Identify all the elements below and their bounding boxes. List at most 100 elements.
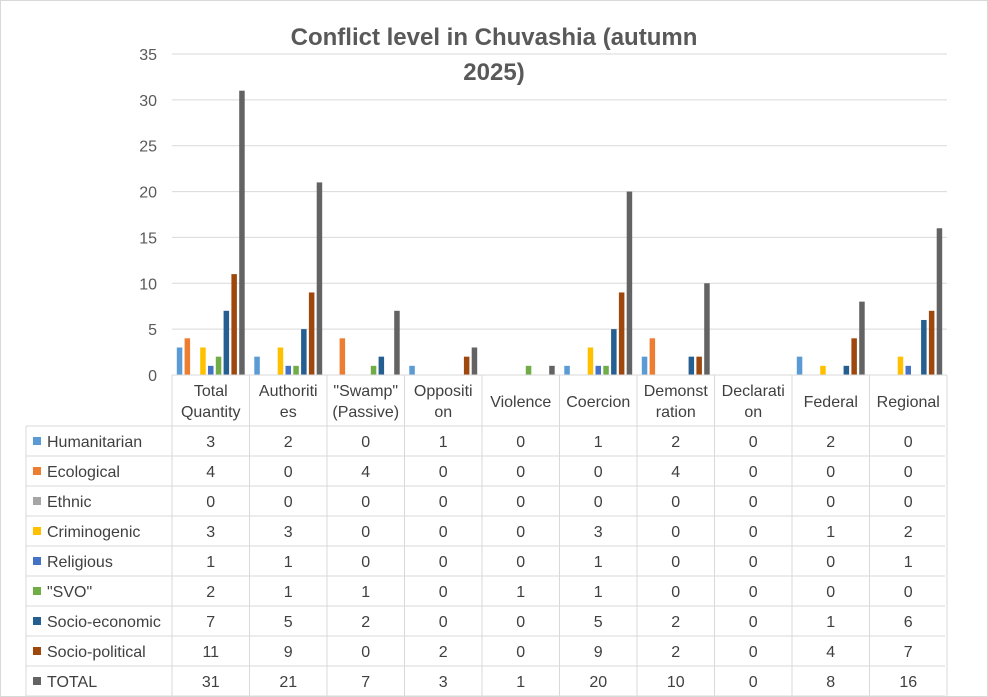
table-cell-value: 2: [671, 434, 680, 451]
bar: [618, 292, 625, 375]
table-cell-value: 7: [361, 674, 370, 691]
bar: [704, 283, 710, 375]
table-cell-value: 2: [671, 614, 680, 631]
bar: [215, 356, 222, 375]
table-cell-value: 0: [516, 434, 525, 451]
bar: [223, 310, 230, 375]
table-cell-value: 0: [361, 554, 370, 571]
bar: [796, 356, 803, 375]
legend-key: [33, 587, 41, 595]
table-cell-value: 1: [594, 584, 603, 601]
table-cell-value: 20: [589, 674, 607, 691]
table-cell-value: 0: [749, 584, 758, 601]
x-category-label: "Swamp": [333, 383, 398, 400]
table-cell-value: 0: [439, 614, 448, 631]
bar: [936, 228, 943, 375]
y-tick-label: 15: [139, 230, 157, 247]
table-cell-value: 0: [516, 554, 525, 571]
chart-title-line-2: 2025): [463, 59, 524, 86]
legend-key: [33, 647, 41, 655]
x-category-label: (Passive): [332, 404, 399, 421]
table-cell-value: 0: [749, 494, 758, 511]
legend-key: [33, 527, 41, 535]
table-cell-value: 31: [202, 674, 220, 691]
table-cell-value: 0: [749, 464, 758, 481]
bar: [184, 338, 191, 375]
table-cell-value: 0: [361, 494, 370, 511]
table-cell-value: 3: [594, 524, 603, 541]
table-cell-value: 2: [361, 614, 370, 631]
table-cell-value: 0: [439, 464, 448, 481]
bar: [897, 356, 904, 375]
y-tick-label: 10: [139, 276, 157, 293]
table-cell-value: 4: [826, 644, 835, 661]
table-cell-value: 0: [904, 434, 913, 451]
table-cell-value: 11: [202, 644, 219, 661]
bar: [564, 365, 570, 375]
table-cell-value: 1: [904, 554, 913, 571]
bar: [587, 347, 594, 375]
bar: [603, 365, 609, 375]
table-cell-value: 8: [826, 674, 835, 691]
bar: [820, 365, 826, 375]
table-cell-value: 0: [594, 464, 603, 481]
x-category-label: Authoriti: [259, 383, 318, 400]
series-label: Socio-political: [47, 644, 146, 661]
table-cell-value: 1: [439, 434, 448, 451]
x-category-label: Total: [194, 383, 228, 400]
table-cell-value: 9: [284, 644, 293, 661]
bar: [641, 356, 648, 375]
table-cell-value: 0: [749, 644, 758, 661]
table-cell-value: 0: [671, 554, 680, 571]
y-tick-label: 35: [139, 47, 157, 64]
y-tick-label: 25: [139, 139, 157, 156]
table-cell-value: 2: [826, 434, 835, 451]
bar: [277, 347, 284, 375]
chart-title-line-1: Conflict level in Chuvashia (autumn: [291, 24, 698, 51]
table-cell-value: 1: [361, 584, 370, 601]
bar: [394, 310, 400, 375]
bar: [921, 319, 927, 375]
series-label: Humanitarian: [47, 434, 142, 451]
bar: [409, 365, 415, 375]
x-category-label: Declarati: [722, 383, 785, 400]
chart-title: Conflict level in Chuvashia (autumn 2025…: [291, 24, 698, 86]
x-category-label: ration: [656, 404, 696, 421]
x-category-label: Quantity: [181, 404, 241, 421]
legend-key: [33, 557, 41, 565]
table-cell-value: 0: [516, 614, 525, 631]
table-cell-value: 21: [279, 674, 297, 691]
table-cell-value: 0: [904, 584, 913, 601]
bars: [176, 90, 943, 375]
table-cell-value: 0: [594, 494, 603, 511]
legend-key: [33, 467, 41, 475]
series-label: "SVO": [47, 584, 92, 601]
table-cell-value: 0: [671, 524, 680, 541]
bar: [339, 338, 346, 375]
x-category-label: on: [744, 404, 762, 421]
table-cell-value: 0: [749, 434, 758, 451]
table-cell-value: 0: [749, 554, 758, 571]
bar: [301, 329, 307, 375]
table-cell-value: 0: [361, 524, 370, 541]
legend-key: [33, 437, 41, 445]
bar: [285, 365, 291, 375]
table-cell-value: 0: [284, 494, 293, 511]
bar: [851, 338, 857, 375]
table-cell-value: 0: [516, 524, 525, 541]
table-cell-value: 0: [904, 494, 913, 511]
bar: [316, 182, 323, 375]
table-cell-value: 0: [206, 494, 215, 511]
table-cell-value: 3: [206, 524, 215, 541]
table-cell-value: 3: [206, 434, 215, 451]
table-cell-value: 0: [749, 614, 758, 631]
table-cell-value: 1: [516, 674, 525, 691]
x-category-label: Coercion: [566, 394, 630, 411]
table-cell-value: 0: [671, 584, 680, 601]
table-cell-value: 4: [671, 464, 680, 481]
bar: [525, 365, 532, 375]
table-cell-value: 3: [439, 674, 448, 691]
table-cell-value: 7: [904, 644, 913, 661]
table-cell-value: 0: [826, 494, 835, 511]
